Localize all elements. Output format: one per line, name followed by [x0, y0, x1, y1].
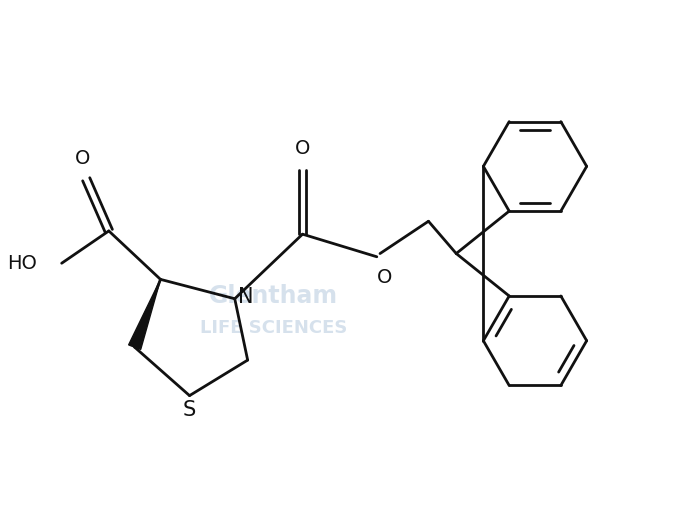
- Text: Glentham: Glentham: [209, 283, 338, 307]
- Text: LIFE SCIENCES: LIFE SCIENCES: [200, 319, 347, 337]
- Text: N: N: [238, 288, 253, 307]
- Text: O: O: [377, 268, 393, 288]
- Text: S: S: [183, 400, 196, 420]
- Text: O: O: [295, 139, 310, 158]
- Text: O: O: [75, 149, 90, 167]
- Text: HO: HO: [7, 254, 37, 272]
- Polygon shape: [129, 279, 161, 349]
